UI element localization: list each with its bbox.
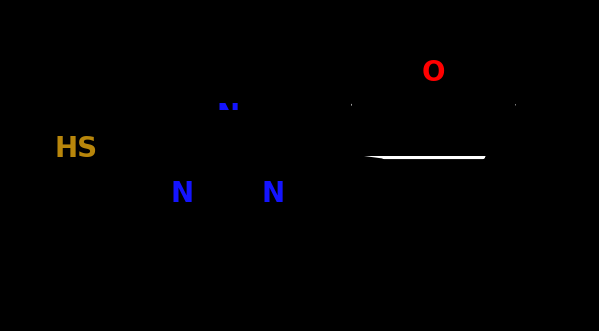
Text: O: O — [422, 59, 445, 87]
Text: N: N — [216, 102, 239, 130]
Text: N: N — [262, 180, 285, 208]
Text: N: N — [170, 180, 193, 208]
Text: HS: HS — [54, 135, 97, 163]
